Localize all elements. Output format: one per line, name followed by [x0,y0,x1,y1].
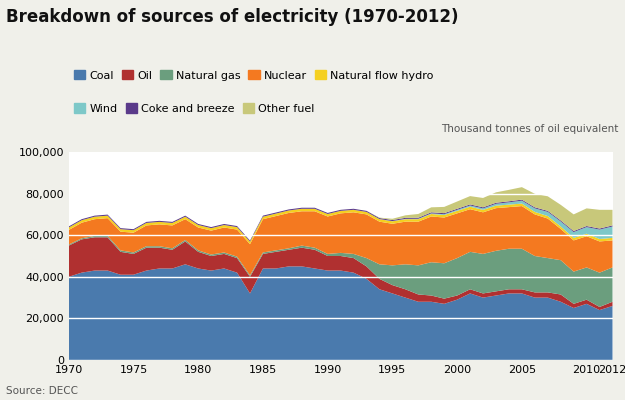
Legend: Wind, Coke and breeze, Other fuel: Wind, Coke and breeze, Other fuel [74,104,314,114]
Text: Breakdown of sources of electricity (1970-2012): Breakdown of sources of electricity (197… [6,8,459,26]
Text: Thousand tonnes of oil equivalent: Thousand tonnes of oil equivalent [441,124,619,134]
Text: Source: DECC: Source: DECC [6,386,78,396]
